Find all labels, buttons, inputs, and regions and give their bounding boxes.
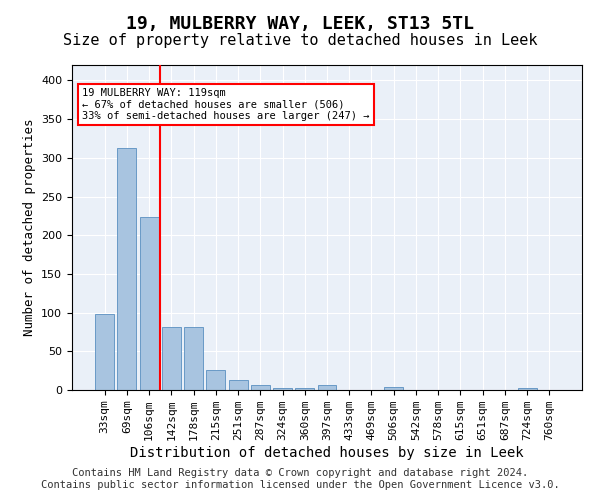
Bar xyxy=(206,370,225,390)
Bar xyxy=(518,388,536,390)
X-axis label: Distribution of detached houses by size in Leek: Distribution of detached houses by size … xyxy=(130,446,524,460)
Bar xyxy=(273,388,292,390)
Bar xyxy=(295,388,314,390)
Bar xyxy=(251,386,270,390)
Y-axis label: Number of detached properties: Number of detached properties xyxy=(23,118,35,336)
Bar xyxy=(317,386,337,390)
Bar xyxy=(95,314,114,390)
Text: Size of property relative to detached houses in Leek: Size of property relative to detached ho… xyxy=(63,32,537,48)
Bar xyxy=(184,328,203,390)
Text: 19 MULBERRY WAY: 119sqm
← 67% of detached houses are smaller (506)
33% of semi-d: 19 MULBERRY WAY: 119sqm ← 67% of detache… xyxy=(82,88,370,121)
Bar xyxy=(162,328,181,390)
Bar xyxy=(384,387,403,390)
Text: 19, MULBERRY WAY, LEEK, ST13 5TL: 19, MULBERRY WAY, LEEK, ST13 5TL xyxy=(126,15,474,33)
Text: Contains HM Land Registry data © Crown copyright and database right 2024.
Contai: Contains HM Land Registry data © Crown c… xyxy=(41,468,559,490)
Bar xyxy=(118,148,136,390)
Bar xyxy=(140,216,158,390)
Bar xyxy=(229,380,248,390)
